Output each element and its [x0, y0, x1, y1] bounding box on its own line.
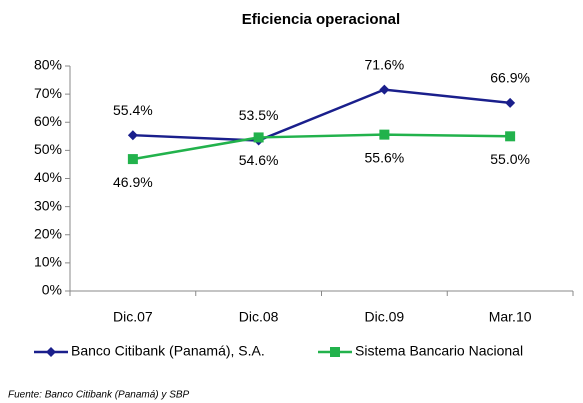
y-tick-label: 40% [34, 169, 62, 185]
source-note: Fuente: Banco Citibank (Panamá) y SBP [8, 390, 190, 401]
y-tick-label: 10% [34, 254, 62, 270]
y-tick-label: 60% [34, 113, 62, 129]
point [127, 130, 138, 141]
point [379, 84, 390, 95]
y-tick-label: 50% [34, 141, 62, 157]
x-tick-label: Dic.08 [239, 309, 279, 325]
legend-marker [330, 347, 340, 357]
legend-label: Banco Citibank (Panamá), S.A. [71, 343, 265, 359]
data-label: 55.0% [490, 151, 530, 167]
series-line [132, 133, 511, 161]
x-tick-label: Dic.09 [365, 309, 405, 325]
point [127, 154, 138, 165]
y-tick-label: 80% [34, 57, 62, 73]
y-tick-label: 20% [34, 225, 62, 241]
series-line [132, 88, 511, 142]
legend-label: Sistema Bancario Nacional [355, 343, 523, 359]
data-label: 71.6% [365, 56, 405, 72]
x-tick-label: Dic.07 [113, 309, 153, 325]
y-tick-label: 0% [42, 282, 62, 298]
data-label: 55.6% [365, 149, 405, 165]
chart-title: Eficiencia operacional [242, 11, 400, 28]
y-tick-label: 30% [34, 197, 62, 213]
data-label: 46.9% [113, 174, 153, 190]
point [505, 131, 516, 142]
data-label: 53.5% [239, 107, 279, 123]
point [505, 97, 516, 108]
data-label: 66.9% [490, 70, 530, 86]
data-label: 55.4% [113, 102, 153, 118]
point [379, 129, 390, 140]
y-tick-label: 70% [34, 85, 62, 101]
legend-marker [46, 347, 56, 357]
point [253, 132, 264, 143]
data-label: 54.6% [239, 152, 279, 168]
x-tick-label: Mar.10 [489, 309, 532, 325]
